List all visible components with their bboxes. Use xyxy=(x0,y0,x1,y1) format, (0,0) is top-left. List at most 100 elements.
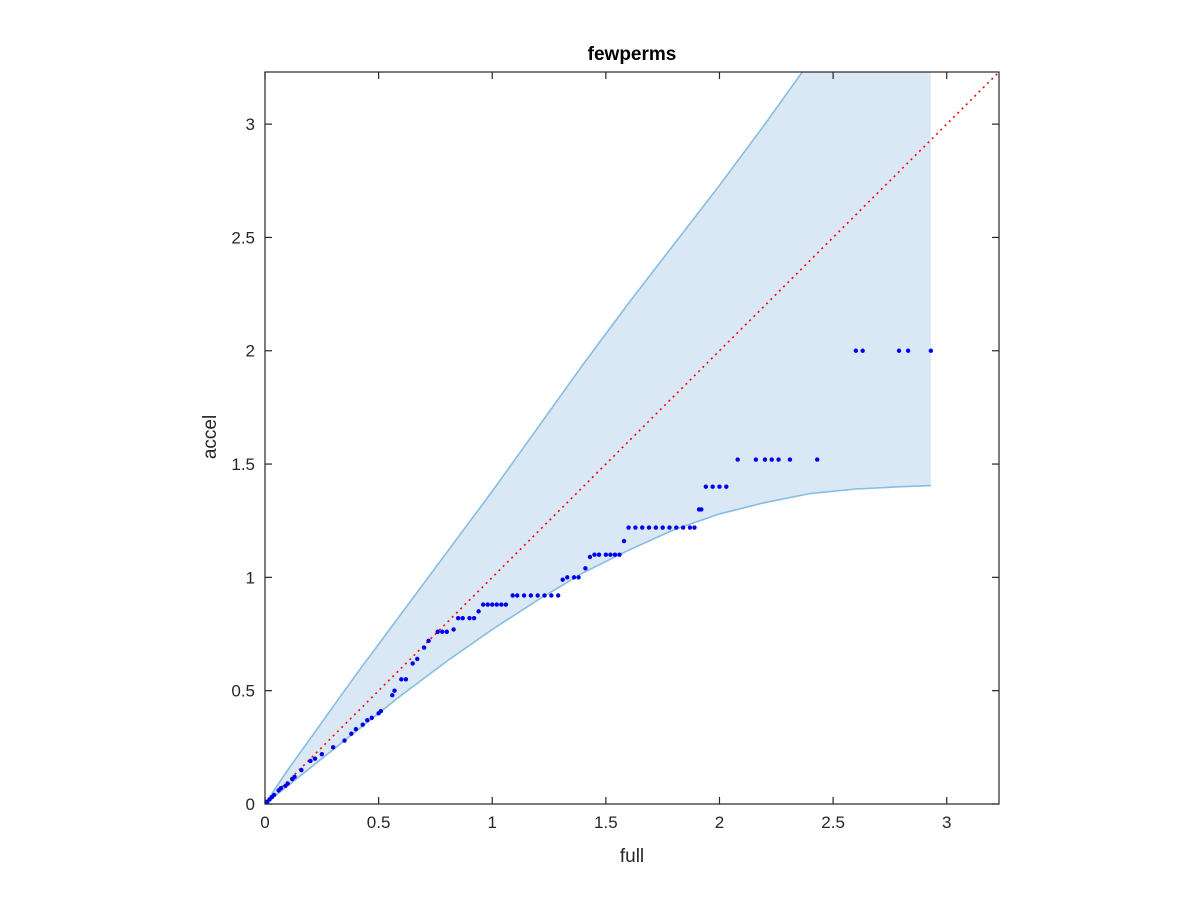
confidence-band xyxy=(265,72,931,804)
data-point xyxy=(692,525,697,530)
axes-box xyxy=(264,71,1000,805)
data-point xyxy=(312,756,318,761)
data-point xyxy=(815,457,820,462)
data-point xyxy=(480,602,486,607)
data-point xyxy=(592,552,597,557)
data-point xyxy=(769,457,774,462)
data-point xyxy=(342,738,347,743)
data-point xyxy=(560,577,565,582)
data-point xyxy=(762,457,768,462)
data-point xyxy=(617,552,622,557)
data-point xyxy=(510,593,515,598)
data-point xyxy=(555,593,561,598)
data-point xyxy=(687,525,693,530)
data-point xyxy=(467,615,472,621)
data-point xyxy=(528,593,534,598)
plot-area: 0 0.5 1 1.5 2 2.5 3 0 0.5 1 1.5 2 2.5 3 xyxy=(231,71,1000,832)
data-point xyxy=(399,677,404,682)
data-point xyxy=(444,629,449,634)
y-tick-label: 0 xyxy=(246,795,255,814)
data-point xyxy=(392,688,397,693)
data-point xyxy=(717,484,722,489)
data-point xyxy=(499,602,504,607)
data-point xyxy=(440,629,445,634)
x-tick-label: 0.5 xyxy=(367,813,391,832)
data-point xyxy=(378,708,384,714)
data-point xyxy=(660,525,665,530)
data-point xyxy=(421,645,427,650)
data-point xyxy=(299,767,304,773)
x-tick-label: 3 xyxy=(942,813,951,832)
plot-clipped-layer xyxy=(265,72,999,804)
y-tick-label: 0.5 xyxy=(231,682,255,701)
x-axis-label: full xyxy=(620,846,644,867)
data-point xyxy=(633,525,638,530)
data-point xyxy=(896,348,902,353)
data-point xyxy=(365,717,370,723)
y-tick-label: 2.5 xyxy=(231,228,255,247)
data-point xyxy=(490,602,495,607)
data-point xyxy=(853,348,859,353)
data-point xyxy=(460,615,465,621)
data-point xyxy=(699,507,704,512)
x-tick-label: 1.5 xyxy=(594,813,618,832)
data-point xyxy=(674,525,679,530)
data-point xyxy=(653,525,659,530)
data-point xyxy=(535,593,540,598)
data-point xyxy=(928,348,934,353)
data-point xyxy=(596,552,602,557)
data-point xyxy=(330,745,336,750)
band-lower-edge xyxy=(265,484,931,804)
data-point xyxy=(476,609,481,614)
data-point xyxy=(787,457,793,462)
data-point xyxy=(753,457,759,462)
data-point xyxy=(515,593,520,598)
data-point xyxy=(542,593,547,598)
data-point xyxy=(565,575,570,580)
data-point xyxy=(426,638,431,644)
data-point xyxy=(549,593,554,598)
data-point xyxy=(369,715,374,721)
data-point xyxy=(278,785,284,791)
data-point xyxy=(403,677,409,682)
data-point xyxy=(680,525,686,530)
data-point xyxy=(571,575,577,580)
data-point xyxy=(485,602,490,607)
data-point xyxy=(415,656,420,662)
data-point xyxy=(353,727,359,732)
data-point xyxy=(435,629,440,634)
data-point xyxy=(612,552,618,557)
data-point xyxy=(703,484,709,489)
data-point xyxy=(603,552,609,557)
data-point xyxy=(667,525,672,530)
data-point xyxy=(503,602,509,607)
data-point xyxy=(626,525,631,530)
x-tick-label: 0 xyxy=(260,813,269,832)
data-point xyxy=(390,693,395,698)
x-tick-label: 2 xyxy=(715,813,724,832)
chart-title: fewperms xyxy=(588,44,677,65)
y-tick-label: 2 xyxy=(246,342,255,361)
data-point xyxy=(735,457,740,462)
data-point xyxy=(860,348,865,353)
data-point xyxy=(521,593,527,598)
data-point xyxy=(349,731,354,736)
data-point xyxy=(308,758,313,764)
data-point xyxy=(455,615,461,621)
data-point xyxy=(451,627,456,632)
data-point xyxy=(360,722,365,727)
band-upper-edge xyxy=(265,72,804,804)
data-point xyxy=(640,525,645,530)
y-axis-label: accel xyxy=(200,415,221,459)
data-point xyxy=(319,751,325,757)
data-point xyxy=(285,781,290,786)
data-point xyxy=(410,661,415,666)
y-tick-label: 1.5 xyxy=(231,455,255,474)
x-tick-label: 1 xyxy=(488,813,497,832)
data-point xyxy=(271,792,277,798)
data-point xyxy=(292,774,297,779)
y-tick-label: 1 xyxy=(246,568,255,587)
data-point xyxy=(494,602,499,607)
data-point xyxy=(587,554,593,560)
data-point xyxy=(576,575,581,580)
